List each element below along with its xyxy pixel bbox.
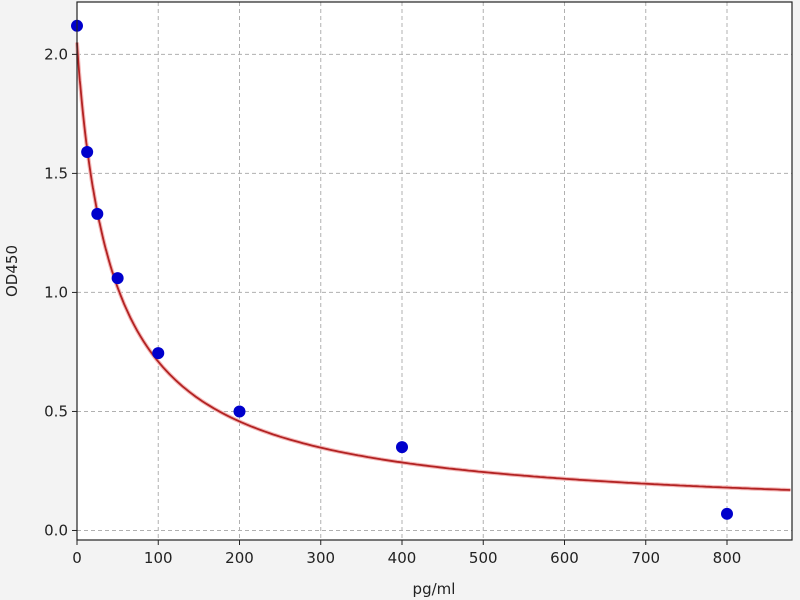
data-point	[91, 207, 104, 220]
x-tick-label: 600	[550, 549, 579, 567]
x-tick-label: 500	[469, 549, 498, 567]
data-point	[721, 507, 733, 520]
plot-area	[77, 2, 792, 540]
data-point	[152, 347, 165, 360]
y-tick-label: 0.0	[44, 521, 68, 539]
y-axis-label: OD450	[3, 245, 21, 297]
y-tick-label: 1.5	[44, 164, 68, 182]
x-tick-label: 200	[225, 549, 254, 567]
grid	[76, 2, 792, 540]
y-tick-label: 0.5	[44, 402, 68, 420]
x-axis: 0 100 200 300 400 500 600 700 800	[72, 540, 741, 567]
x-axis-label: pg/ml	[413, 580, 456, 598]
data-points	[71, 19, 733, 520]
x-tick-label: 700	[631, 549, 660, 567]
x-tick-label: 300	[306, 549, 335, 567]
data-point	[233, 405, 246, 418]
y-tick-label: 2.0	[44, 45, 68, 63]
y-tick-label: 1.0	[44, 283, 68, 301]
x-tick-label: 0	[72, 549, 82, 567]
x-tick-label: 400	[388, 549, 417, 567]
data-point	[81, 145, 94, 158]
y-axis: 0.0 0.5 1.0 1.5 2.0	[44, 45, 77, 539]
data-point	[111, 272, 124, 285]
plot-frame	[76, 1, 793, 541]
data-point	[396, 441, 408, 454]
x-tick-label: 800	[713, 549, 742, 567]
x-tick-label: 100	[144, 549, 173, 567]
